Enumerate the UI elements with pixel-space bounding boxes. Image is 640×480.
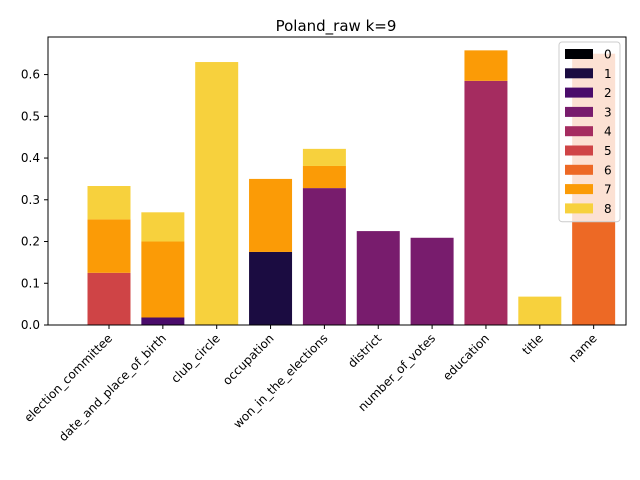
legend-label-7: 7 (604, 183, 612, 197)
legend-swatch-4 (565, 126, 593, 137)
bar-club_circle-series-8 (195, 62, 239, 325)
legend-swatch-3 (565, 106, 593, 117)
y-tick-label: 0.2 (21, 235, 40, 249)
x-tick-label: education (440, 331, 492, 383)
bar-won_in_the_elections-series-7 (302, 165, 346, 189)
bar-won_in_the_elections-series-8 (302, 148, 346, 166)
bar-date_and_place_of_birth-series-2 (141, 317, 185, 325)
legend-label-6: 6 (604, 163, 612, 177)
legend: 0 1 2 3 4 5 6 7 8 (558, 41, 621, 223)
legend-swatch-0 (565, 49, 593, 59)
bar-occupation-series-7 (249, 178, 293, 252)
legend-label-5: 5 (604, 144, 612, 158)
legend-swatch-7 (565, 184, 593, 195)
y-tick-label: 0.4 (21, 151, 40, 165)
legend-label-3: 3 (604, 105, 612, 119)
bar-date_and_place_of_birth-series-8 (141, 212, 185, 242)
x-tick-label: election_committee (21, 331, 115, 425)
legend-label-8: 8 (604, 202, 612, 216)
x-tick-label: club_circle (168, 331, 223, 386)
bar-election_committee-series-7 (87, 219, 131, 273)
x-tick-label: district (345, 331, 384, 370)
x-axis: election_committeedate_and_place_of_birt… (21, 325, 600, 444)
bar-education-series-7 (464, 50, 508, 81)
legend-swatch-5 (565, 145, 593, 156)
y-tick-label: 0.1 (21, 276, 40, 290)
legend-swatch-2 (565, 87, 593, 98)
bar-number_of_votes-series-3 (410, 237, 454, 325)
legend-swatch-1 (565, 68, 593, 79)
plot-frame (47, 36, 627, 326)
legend-swatch-6 (565, 164, 593, 175)
x-tick-label: date_and_place_of_birth (56, 331, 169, 444)
legend-label-4: 4 (604, 125, 612, 139)
legend-label-0: 0 (604, 48, 612, 62)
bars-layer (87, 50, 616, 325)
bar-won_in_the_elections-series-3 (302, 188, 346, 325)
y-tick-label: 0.3 (21, 193, 40, 207)
bar-election_committee-series-5 (87, 272, 131, 325)
bar-occupation-series-1 (249, 251, 293, 325)
bar-district-series-3 (356, 231, 400, 325)
x-tick-label: occupation (220, 331, 277, 388)
bar-title-series-8 (518, 296, 562, 325)
bar-date_and_place_of_birth-series-7 (141, 241, 185, 318)
y-tick-label: 0.0 (21, 318, 40, 332)
y-tick-label: 0.6 (21, 68, 40, 82)
bar-education-series-4 (464, 80, 508, 325)
y-axis: 0.0 0.1 0.2 0.3 0.4 0.5 0.6 (21, 68, 48, 332)
legend-swatch-8 (565, 203, 593, 214)
x-tick-label: name (566, 331, 600, 365)
x-tick-label: title (519, 331, 545, 357)
y-tick-label: 0.5 (21, 109, 40, 123)
legend-label-1: 1 (604, 67, 612, 81)
bar-election_committee-series-8 (87, 186, 131, 220)
legend-label-2: 2 (604, 86, 612, 100)
x-tick-label: won_in_the_elections (231, 331, 331, 431)
chart-title: Poland_raw k=9 (276, 17, 397, 36)
